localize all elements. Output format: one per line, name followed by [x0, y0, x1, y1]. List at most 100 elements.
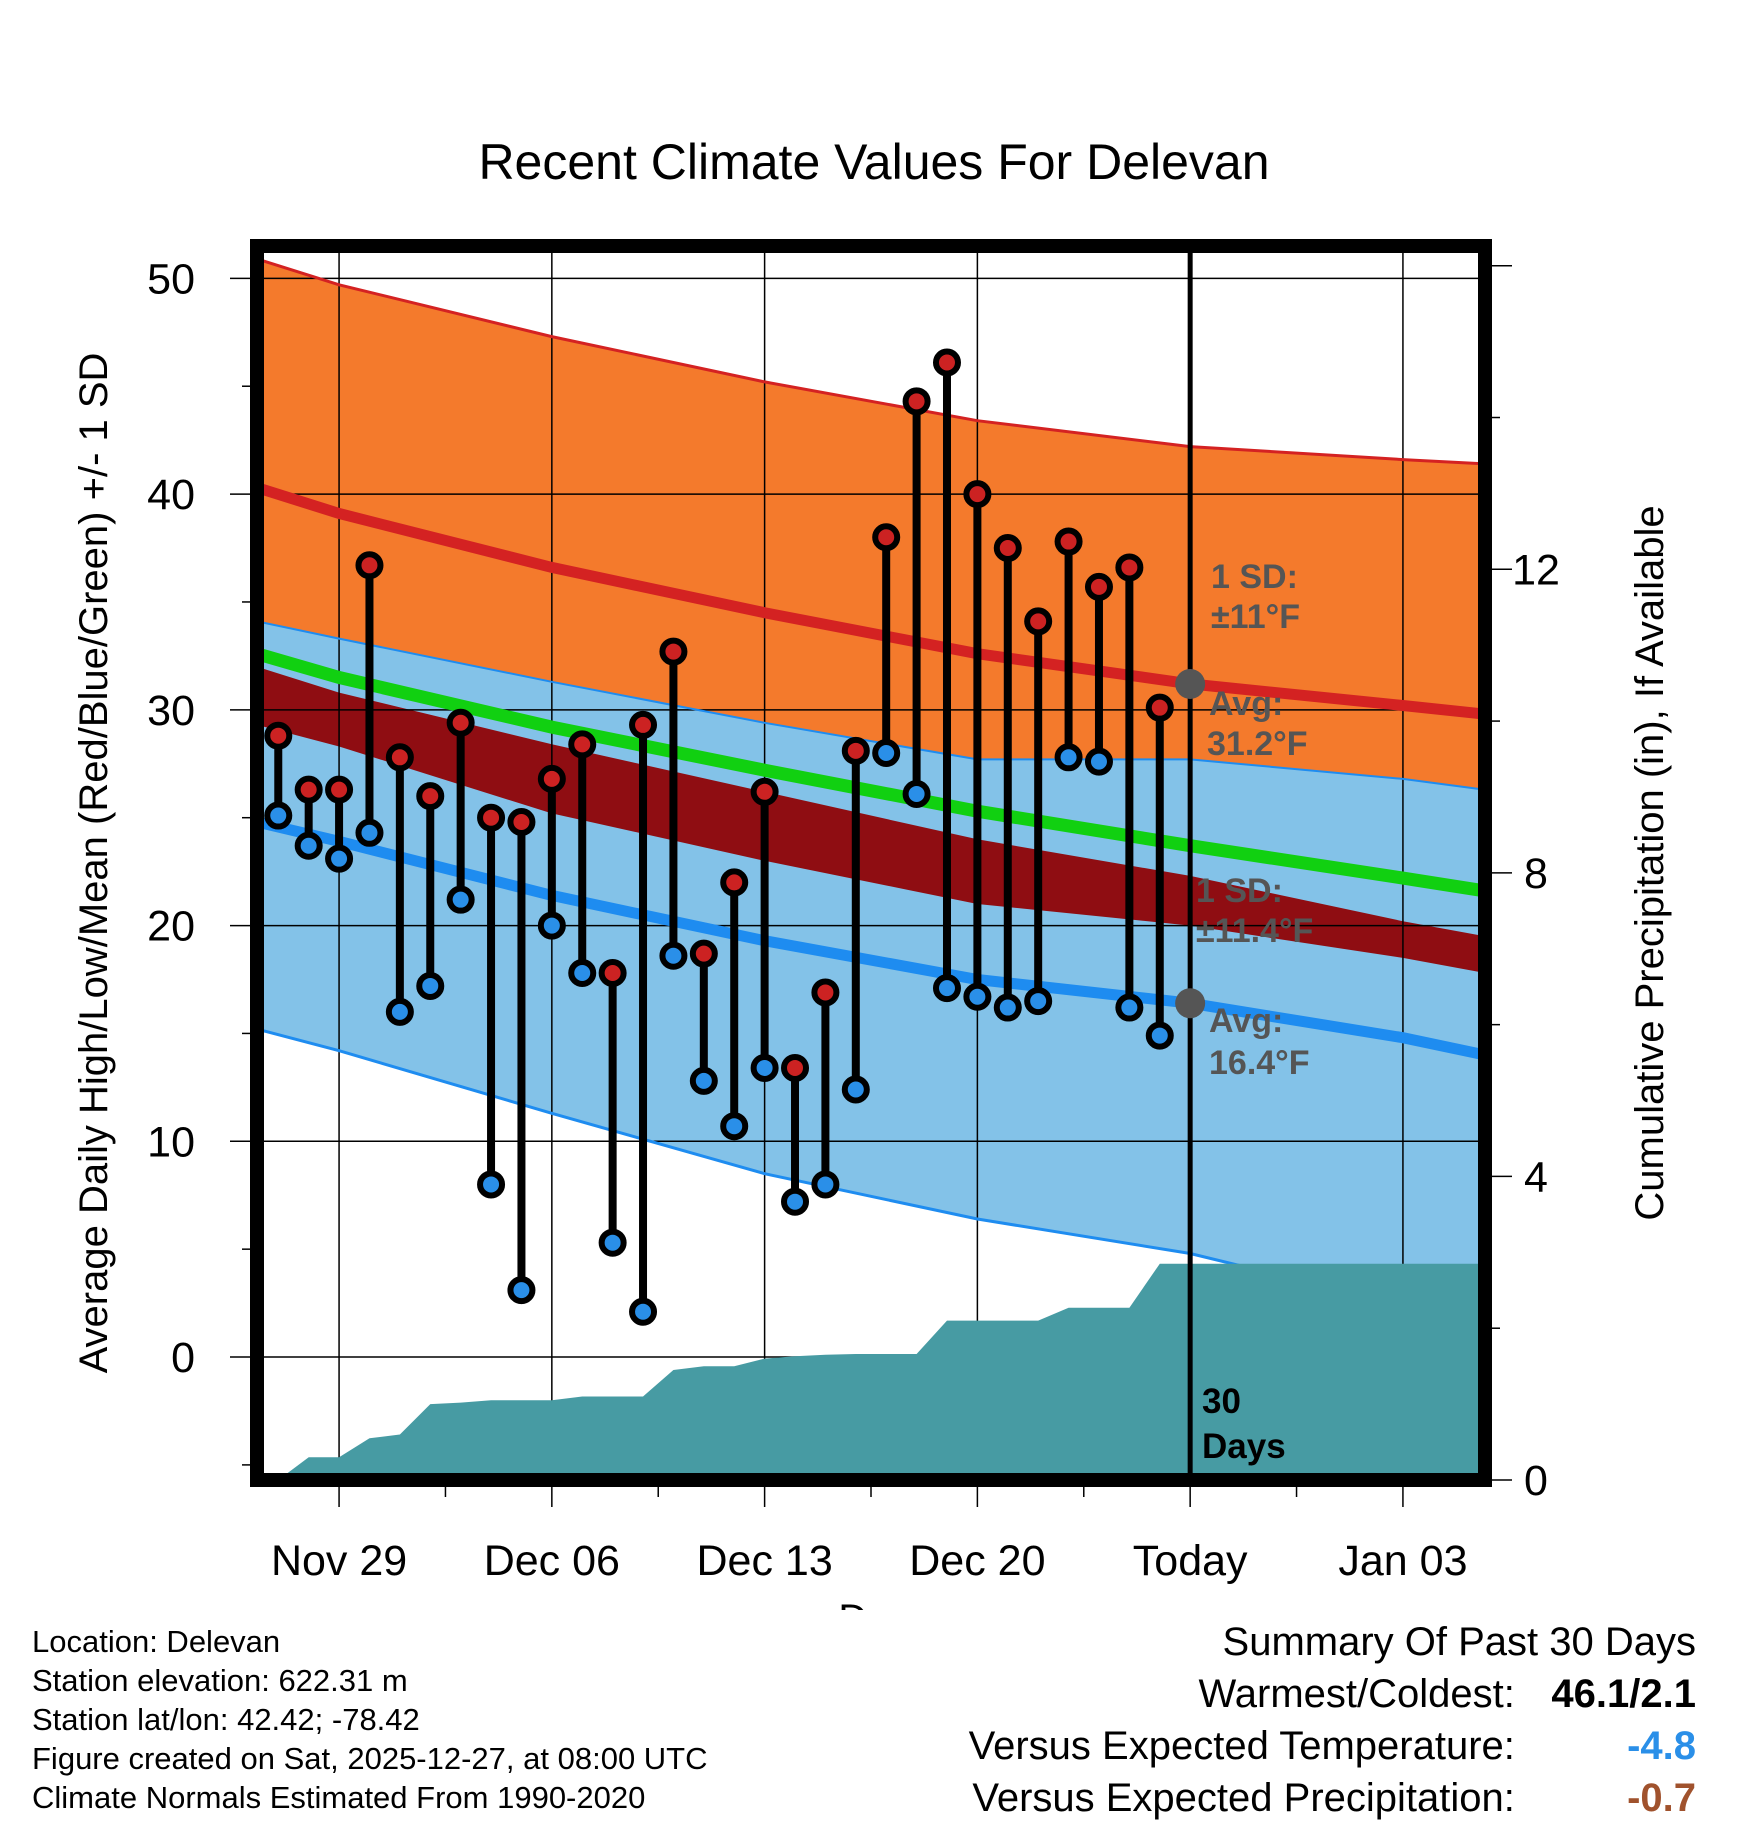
- high-plus-sd-line: [257, 257, 1485, 466]
- window-unit: Days: [1202, 1427, 1286, 1466]
- daily-low-point: [781, 1187, 810, 1216]
- daily-high-point: [294, 775, 323, 804]
- created-text: Figure created on Sat, 2025-12-27, at 08…: [32, 1741, 708, 1776]
- daily-low-point: [537, 911, 566, 940]
- elevation-text: Station elevation: 622.31 m: [32, 1663, 408, 1698]
- left-axis: 0 10 20 30 40 50: [147, 255, 250, 1466]
- daily-high-point: [841, 736, 870, 765]
- daily-high-point: [811, 978, 840, 1007]
- daily-low-point: [963, 982, 992, 1011]
- daily-low-point: [659, 941, 688, 970]
- daily-high-point: [1145, 693, 1174, 722]
- daily-high-point: [993, 534, 1022, 563]
- daily-low-point: [1084, 747, 1113, 776]
- daily-low-point: [841, 1075, 870, 1104]
- station-info: Location: Delevan Station elevation: 622…: [32, 1622, 708, 1817]
- daily-high-point: [598, 959, 627, 988]
- daily-low-point: [811, 1170, 840, 1199]
- x-axis: Nov 29 Dec 06 Dec 13 Dec 20 Today Jan 03: [271, 1487, 1467, 1585]
- daily-high-point: [1054, 527, 1083, 556]
- x-axis-label: Day: [838, 1597, 909, 1610]
- summary-panel: Summary Of Past 30 Days Warmest/Coldest:…: [969, 1616, 1696, 1824]
- daily-high-point: [507, 808, 536, 837]
- daily-high-point: [416, 782, 445, 811]
- daily-low-point: [507, 1276, 536, 1305]
- high-sd-band: [257, 258, 1485, 790]
- precipitation-area: [257, 1263, 1485, 1480]
- x-tick-label: Today: [1133, 1537, 1248, 1585]
- daily-low-point: [1145, 1021, 1174, 1050]
- daily-high-point: [963, 480, 992, 509]
- daily-low-point: [325, 844, 354, 873]
- daily-high-point: [385, 743, 414, 772]
- daily-high-point: [781, 1053, 810, 1082]
- high-avg-label: Avg:: [1209, 685, 1283, 723]
- right-axis: 0 4 8 12: [1492, 264, 1560, 1505]
- low-sd-value: ±11.4°F: [1196, 912, 1313, 950]
- x-tick-label: Dec 20: [909, 1537, 1045, 1585]
- daily-range-bars: [274, 362, 1164, 1312]
- daily-high-point: [1115, 553, 1144, 582]
- daily-low-point: [872, 738, 901, 767]
- daily-high-point: [659, 637, 688, 666]
- left-tick-label: 40: [147, 471, 195, 519]
- summary-title: Summary Of Past 30 Days: [1222, 1620, 1696, 1664]
- daily-high-point: [355, 551, 384, 580]
- daily-high-point: [902, 387, 931, 416]
- x-tick-label: Nov 29: [271, 1537, 407, 1585]
- low-sd-label: 1 SD:: [1196, 872, 1283, 910]
- right-tick-label: 8: [1524, 850, 1548, 898]
- daily-low-point: [477, 1170, 506, 1199]
- daily-low-point: [598, 1228, 627, 1257]
- normals-text: Climate Normals Estimated From 1990-2020: [32, 1780, 646, 1815]
- daily-points: [264, 348, 1174, 1326]
- left-tick-label: 10: [147, 1118, 195, 1166]
- left-tick-label: 20: [147, 903, 195, 951]
- daily-low-point: [264, 801, 293, 830]
- daily-high-point: [1024, 607, 1053, 636]
- daily-low-point: [416, 971, 445, 1000]
- mean-sd-band: [257, 666, 1485, 973]
- daily-low-point: [568, 959, 597, 988]
- right-axis-label: Cumulative Precipitation (in), If Availa…: [1628, 505, 1672, 1220]
- left-axis-label: Average Daily High/Low/Mean (Red/Blue/Gr…: [72, 353, 116, 1374]
- daily-high-point: [264, 721, 293, 750]
- daily-low-point: [355, 818, 384, 847]
- daily-low-point: [932, 974, 961, 1003]
- warmest-value: 46.1/2.1: [1551, 1672, 1696, 1716]
- summary-precip-row: Versus Expected Precipitation: -0.7: [969, 1772, 1696, 1824]
- normal-low-line: [257, 816, 1485, 1061]
- daily-high-point: [689, 939, 718, 968]
- location-text: Location: Delevan: [32, 1624, 281, 1659]
- right-tick-label: 12: [1512, 546, 1560, 594]
- daily-low-point: [1024, 987, 1053, 1016]
- low-avg-value: 16.4°F: [1209, 1044, 1310, 1082]
- daily-high-point: [325, 775, 354, 804]
- chart-title: Recent Climate Values For Delevan: [478, 134, 1269, 190]
- left-tick-label: 50: [147, 255, 195, 303]
- daily-low-point: [720, 1112, 749, 1141]
- daily-low-point: [1115, 993, 1144, 1022]
- temp-value: -4.8: [1627, 1724, 1696, 1768]
- warmest-label: Warmest/Coldest:: [1198, 1672, 1515, 1716]
- precip-value: -0.7: [1627, 1776, 1696, 1820]
- daily-low-point: [689, 1066, 718, 1095]
- high-avg-value: 31.2°F: [1207, 725, 1308, 763]
- daily-high-point: [537, 764, 566, 793]
- low-avg-label: Avg:: [1209, 1002, 1283, 1040]
- high-sd-label: 1 SD:: [1211, 558, 1298, 596]
- daily-high-point: [568, 730, 597, 759]
- high-avg-marker: [1175, 668, 1206, 699]
- right-tick-label: 0: [1524, 1457, 1548, 1505]
- precip-label: Versus Expected Precipitation:: [972, 1776, 1515, 1820]
- daily-high-point: [446, 708, 475, 737]
- plot-frame: [250, 239, 1492, 1487]
- daily-low-point: [1054, 743, 1083, 772]
- left-tick-label: 30: [147, 687, 195, 735]
- climate-chart: Recent Climate Values For Delevan 0 10 20 3…: [72, 134, 1672, 1610]
- summary-temp-row: Versus Expected Temperature: -4.8: [969, 1720, 1696, 1772]
- daily-low-point: [993, 993, 1022, 1022]
- right-tick-label: 4: [1524, 1153, 1548, 1201]
- daily-high-point: [720, 868, 749, 897]
- daily-low-point: [629, 1297, 658, 1326]
